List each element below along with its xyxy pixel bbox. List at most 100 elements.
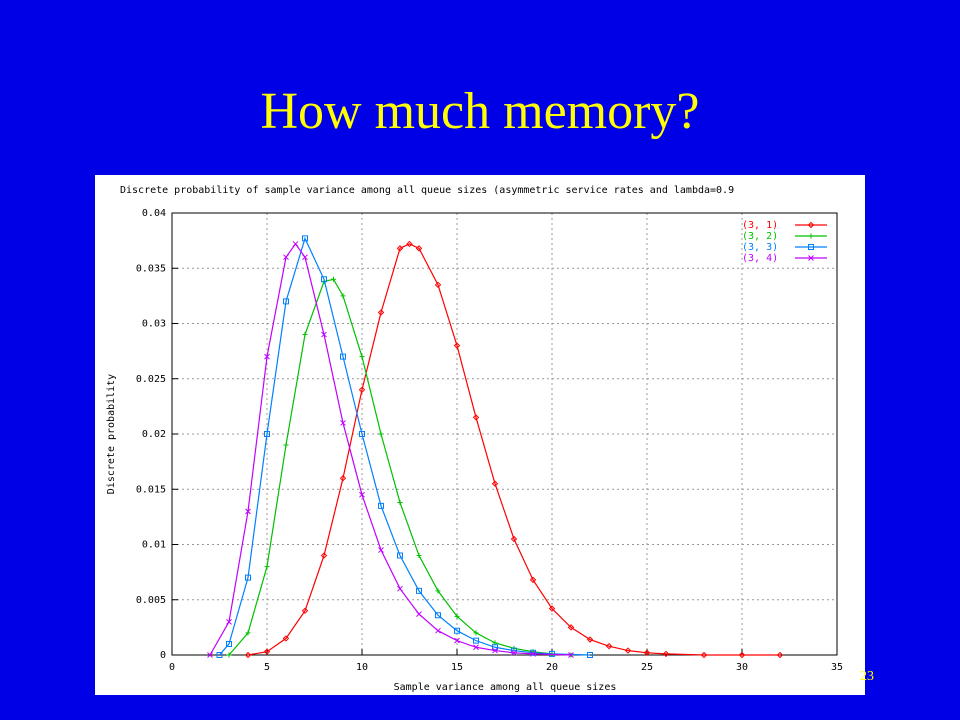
plot-frame (171, 212, 838, 656)
marker (226, 652, 232, 658)
marker (245, 630, 251, 636)
y-tick-label: 0.035 (136, 263, 166, 274)
marker (340, 293, 346, 299)
x-tick-label: 5 (264, 662, 270, 673)
marker (530, 651, 536, 657)
legend-label: (3, 2) (742, 231, 778, 242)
marker (377, 309, 385, 316)
marker (339, 474, 347, 482)
marker (586, 636, 594, 643)
x-tick-label: 25 (641, 662, 653, 673)
marker (292, 241, 299, 247)
marker (776, 651, 784, 659)
marker (662, 650, 670, 658)
marker (416, 553, 422, 559)
marker (264, 353, 270, 360)
marker (605, 642, 613, 650)
marker (359, 491, 365, 498)
marker (415, 245, 423, 252)
marker (320, 552, 328, 559)
marker (302, 332, 308, 338)
x-tick-label: 0 (169, 662, 175, 673)
y-tick-label: 0.01 (142, 540, 166, 551)
marker (378, 431, 384, 437)
marker (245, 574, 251, 581)
marker (416, 587, 422, 594)
page-number: 23 (860, 669, 874, 684)
marker (264, 564, 270, 570)
marker (282, 635, 290, 642)
marker (567, 624, 575, 631)
marker (283, 254, 289, 261)
y-tick-label: 0.02 (142, 429, 166, 440)
x-axis-label: Sample variance among all queue sizes (394, 682, 617, 693)
marker (435, 588, 441, 594)
marker (397, 585, 403, 592)
series-line (247, 243, 780, 656)
marker (397, 552, 403, 559)
chart-title: Discrete probability of sample variance … (120, 185, 734, 196)
marker (473, 644, 479, 651)
marker (263, 648, 271, 655)
marker (435, 627, 441, 634)
y-tick-label: 0.015 (136, 484, 166, 495)
marker (397, 500, 403, 506)
marker (454, 637, 460, 644)
chart: Discrete probability of sample variance … (106, 185, 843, 693)
marker (454, 627, 460, 634)
series-line (209, 242, 572, 656)
marker (396, 245, 404, 252)
x-tick-label: 15 (451, 662, 463, 673)
marker (359, 354, 365, 360)
marker (378, 502, 384, 509)
legend-marker (808, 244, 814, 250)
legend-marker (807, 221, 815, 229)
marker (473, 630, 479, 636)
legend-label: (3, 4) (742, 253, 778, 264)
marker (245, 508, 251, 515)
legend-marker (808, 233, 814, 239)
marker (340, 420, 346, 426)
marker (301, 607, 309, 615)
marker (510, 535, 518, 543)
y-tick-label: 0.005 (136, 595, 166, 606)
series-line (228, 278, 572, 656)
marker (548, 605, 556, 612)
marker (283, 298, 289, 305)
marker (416, 611, 422, 617)
marker (700, 651, 708, 659)
legend-label: (3, 1) (742, 220, 778, 231)
marker (331, 276, 336, 282)
marker (472, 414, 480, 421)
marker (359, 431, 365, 437)
y-tick-label: 0 (160, 650, 166, 661)
marker (321, 331, 327, 338)
marker (434, 281, 442, 289)
y-tick-label: 0.04 (142, 208, 166, 219)
legend-marker (808, 255, 814, 261)
marker (226, 640, 232, 647)
marker (226, 618, 232, 625)
marker (473, 637, 479, 644)
marker (738, 651, 746, 659)
marker (435, 612, 441, 619)
series-line (219, 236, 591, 656)
y-tick-label: 0.03 (142, 319, 166, 330)
marker (643, 649, 651, 656)
x-tick-label: 30 (736, 662, 748, 673)
x-tick-label: 35 (831, 662, 843, 673)
marker (529, 576, 537, 584)
marker (321, 276, 327, 283)
marker (492, 647, 498, 654)
x-tick-label: 20 (546, 662, 558, 673)
slide-title: How much memory? (260, 83, 699, 140)
marker (207, 652, 213, 658)
y-axis-label: Discrete probability (106, 374, 117, 494)
marker (340, 353, 346, 360)
marker (358, 386, 366, 394)
marker (302, 254, 308, 261)
marker (624, 647, 632, 654)
legend-label: (3, 3) (742, 242, 778, 253)
marker (216, 652, 223, 658)
